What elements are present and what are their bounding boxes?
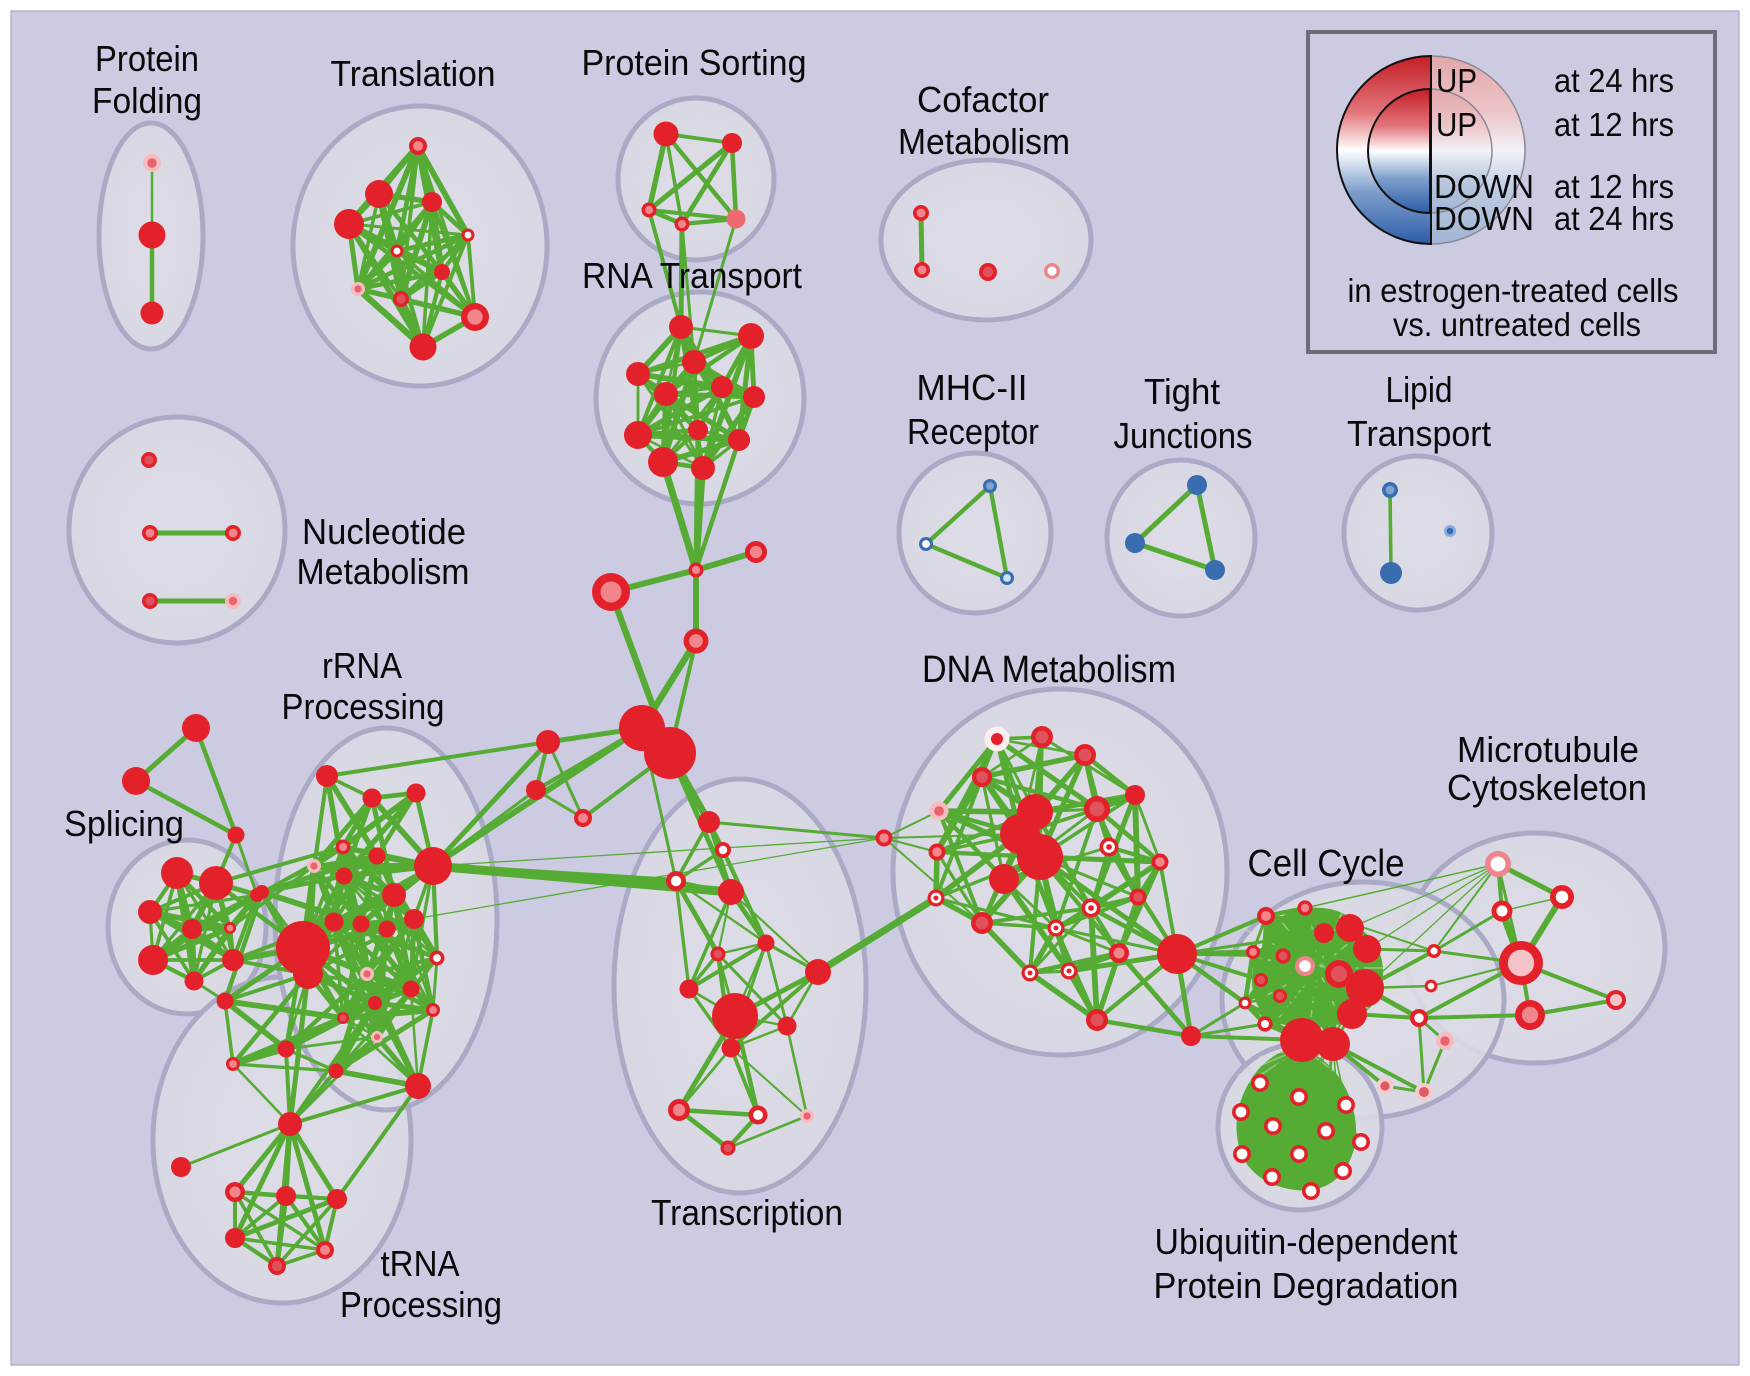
svg-text:Microtubule: Microtubule [1457, 729, 1639, 770]
svg-text:MHC-II: MHC-II [917, 367, 1028, 408]
svg-text:Tight: Tight [1144, 371, 1220, 412]
svg-text:RNA Transport: RNA Transport [582, 255, 802, 296]
svg-text:Nucleotide: Nucleotide [302, 511, 466, 552]
svg-text:in estrogen-treated cells: in estrogen-treated cells [1348, 272, 1679, 309]
svg-text:Processing: Processing [340, 1284, 502, 1325]
svg-text:at 24 hrs: at 24 hrs [1554, 200, 1674, 237]
svg-text:Transcription: Transcription [651, 1192, 843, 1233]
svg-text:Folding: Folding [92, 80, 202, 121]
svg-text:DOWN: DOWN [1434, 200, 1534, 237]
svg-text:rRNA: rRNA [322, 645, 402, 686]
svg-text:DOWN: DOWN [1434, 168, 1534, 205]
svg-text:Splicing: Splicing [64, 803, 184, 844]
svg-text:Cell Cycle: Cell Cycle [1248, 843, 1405, 885]
svg-text:tRNA: tRNA [381, 1243, 460, 1284]
svg-text:Transport: Transport [1347, 413, 1491, 454]
svg-text:Junctions: Junctions [1114, 415, 1253, 456]
svg-text:Cofactor: Cofactor [917, 79, 1049, 120]
svg-text:Metabolism: Metabolism [297, 551, 470, 592]
svg-text:at 12 hrs: at 12 hrs [1554, 106, 1674, 143]
svg-text:Protein Degradation: Protein Degradation [1154, 1265, 1459, 1306]
svg-text:at 12 hrs: at 12 hrs [1554, 168, 1674, 205]
svg-text:Cytoskeleton: Cytoskeleton [1447, 767, 1647, 808]
svg-text:Processing: Processing [282, 686, 445, 727]
svg-text:Metabolism: Metabolism [898, 121, 1070, 162]
svg-text:Receptor: Receptor [907, 411, 1039, 452]
svg-text:Lipid: Lipid [1386, 369, 1453, 410]
svg-text:Ubiquitin-dependent: Ubiquitin-dependent [1155, 1221, 1458, 1262]
svg-text:UP: UP [1436, 62, 1477, 99]
svg-text:at 24 hrs: at 24 hrs [1554, 62, 1674, 99]
svg-text:UP: UP [1436, 106, 1477, 143]
svg-text:Protein Sorting: Protein Sorting [582, 42, 807, 83]
svg-text:DNA Metabolism: DNA Metabolism [922, 649, 1176, 691]
svg-text:Protein: Protein [95, 38, 199, 79]
svg-text:vs. untreated cells: vs. untreated cells [1393, 306, 1641, 343]
svg-text:Translation: Translation [331, 53, 496, 94]
